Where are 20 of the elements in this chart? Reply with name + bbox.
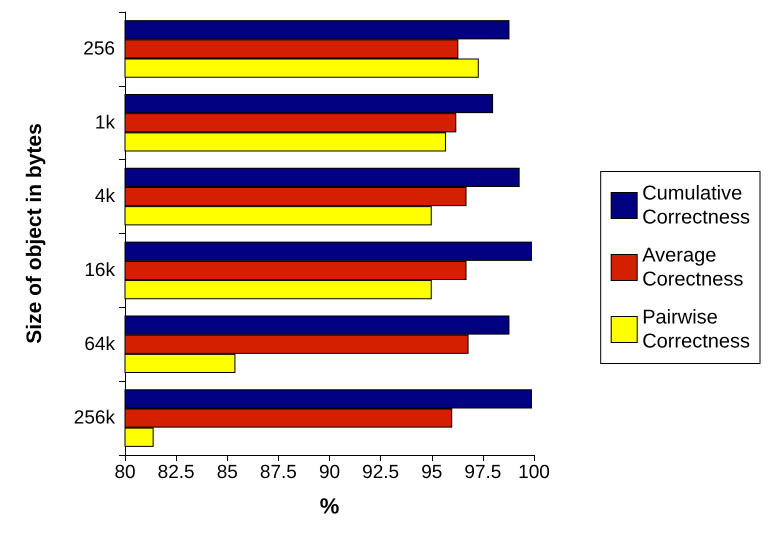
y-tick-label: 64k (84, 334, 116, 355)
x-tick-label: 87.5 (260, 462, 297, 483)
x-tick-label: 90 (318, 462, 340, 483)
x-tick-label: 80 (114, 462, 136, 483)
legend-label: Average Corectness (642, 244, 744, 290)
legend-label: Cumulative Correctness (642, 182, 750, 228)
legend-label: Pairwise Correctness (642, 306, 750, 352)
x-tick-label: 95 (421, 462, 442, 483)
y-tick-label: 16k (84, 260, 116, 281)
x-axis-title: % (320, 494, 340, 518)
x-tick-label: 92.5 (362, 462, 400, 483)
x-tick-label: 85 (216, 462, 238, 483)
y-tick-label: 256 (83, 38, 115, 60)
x-tick-label: 82.5 (158, 462, 195, 483)
y-tick-label: 256k (74, 408, 116, 429)
y-tick-label: 1k (94, 112, 116, 134)
y-axis-title: Size of object in bytes (23, 123, 46, 344)
y-tick-label: 4k (94, 186, 116, 208)
x-tick-label: 97.5 (464, 462, 502, 483)
x-tick-label: 100 (518, 462, 550, 483)
